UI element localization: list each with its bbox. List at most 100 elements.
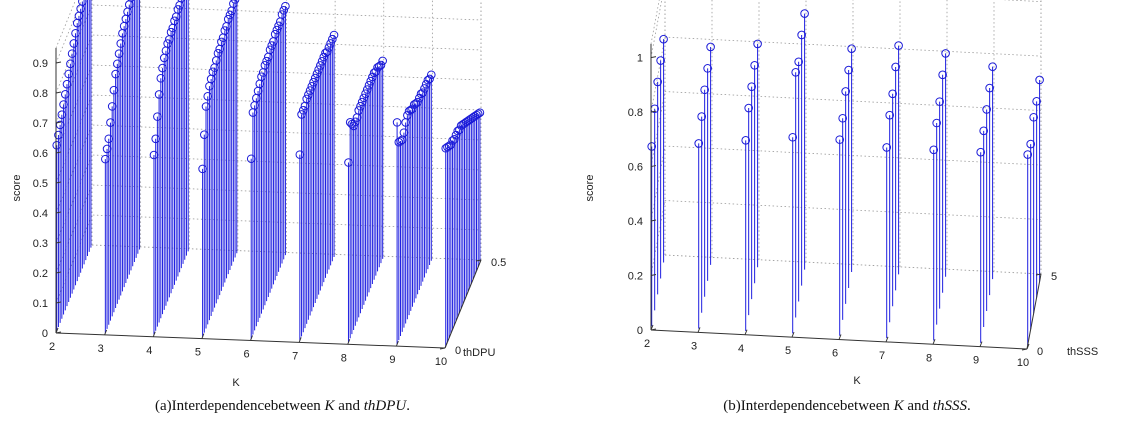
stem-marker [312,69,322,79]
stem-marker [114,49,124,58]
caption-b-var1: K [893,398,904,414]
stem-marker [102,144,112,154]
x-tick [201,333,205,339]
series-k-5 [788,9,809,334]
x-tick-label: 9 [389,354,395,366]
stem-marker [175,0,184,10]
stem-marker [248,108,258,117]
stem-marker [165,35,174,44]
z-tick [55,181,62,184]
stem-marker [697,112,706,121]
caption-b: (b)Interdependencebetween K and thSSS. [565,398,1129,415]
stem-marker [64,69,73,79]
z-tick-label: 0.2 [628,271,643,283]
stem-marker [788,132,797,142]
x-tick-label: 5 [785,345,791,357]
stem-marker [894,41,903,50]
z-tick-label: 0.2 [33,268,48,280]
stem-marker [314,65,323,74]
stem-marker [309,77,318,87]
x-tick [55,327,59,334]
stem-marker [985,83,994,93]
caption-b-var2: thSSS [932,398,967,414]
stem-marker [656,56,665,65]
stem-marker [304,90,313,100]
stem-chart-a: 0 0.1 0.2 0.3 0.4 0.5 0.6 0.7 0.8 0.9 2 3 4 5 6 7 8 9 10 0 0… [11,0,506,389]
caption-b-and: and [907,398,930,414]
x-tick-label: 6 [832,348,838,360]
stem-marker [362,85,372,94]
stem-marker [328,34,337,44]
stem-marker [344,158,353,167]
plot-area: 0 0.1 0.2 0.3 0.4 0.5 0.6 0.7 0.8 0.9 2 3 4 5 6 7 8 9 10 0 0… [11,0,506,389]
y-tick-label: 0 [1037,346,1043,358]
z-tick-label: 0.8 [33,88,48,100]
x-tick-label: 2 [49,341,55,353]
stem-marker [106,118,115,127]
stem-marker [269,37,278,46]
stem-marker [744,103,753,113]
stem-marker [659,34,668,44]
x-tick [104,329,108,336]
y-tick [1021,348,1028,351]
stem-marker [392,118,402,127]
stem-marker [113,59,122,69]
stem-marker [66,59,75,69]
stem-marker [264,52,273,62]
z-axis-label: score [11,175,23,202]
series-k-9 [976,62,997,343]
stem-marker [298,105,308,115]
stem-marker [443,142,452,152]
stem-marker [168,23,178,33]
z-tick [650,328,657,331]
stem-marker [111,69,120,79]
x-tick-label: 8 [341,352,347,364]
z-tick-label: 0 [637,325,643,337]
stem-marker [891,62,900,72]
caption-a: (a)Interdependencebetween K and thDPU. [0,398,565,415]
x-tick-label: 4 [738,343,744,355]
z-tick-label: 0 [42,328,48,340]
stems [647,9,1044,346]
stem-marker [364,81,374,90]
x-tick [979,341,983,347]
stem-marker [319,52,329,62]
series-k-4 [741,39,762,331]
z-tick [55,121,62,124]
y-tick-label: 0.5 [491,257,506,269]
stem-marker [988,62,997,71]
x-axis-label: K [232,377,240,389]
stem-marker [976,147,986,157]
series-k-3 [694,42,715,329]
stem-marker [262,56,271,66]
x-tick [347,339,351,345]
stem-marker [441,143,451,153]
z-tick-label: 1 [637,53,643,65]
stem-marker [316,61,325,70]
axes: 0 0.1 0.2 0.3 0.4 0.5 0.6 0.7 0.8 0.9 2 3 4 5 6 7 8 9 10 0 0… [11,48,506,389]
x-tick-label: 8 [926,352,932,364]
z-tick-label: 0.5 [33,178,48,190]
stem-marker [847,44,856,53]
z-tick-label: 0.3 [33,238,48,250]
y-tick [439,347,446,350]
stem-marker [203,92,213,101]
z-tick [650,56,657,59]
stem-marker [453,126,462,136]
y-axis [444,259,482,349]
stem-marker [267,41,277,50]
x-tick [744,329,748,335]
stem-marker [982,105,991,114]
stem-marker [361,89,370,98]
x-tick-label: 9 [973,355,979,367]
stem-marker [258,68,268,77]
stem-marker [359,93,369,103]
stem-marker [57,110,67,119]
x-tick [395,340,399,347]
x-tick [885,336,889,343]
grid-lines [650,0,1042,330]
x-tick [932,339,936,345]
x-tick-label: 7 [879,350,885,362]
x-tick-label: 3 [98,343,104,355]
